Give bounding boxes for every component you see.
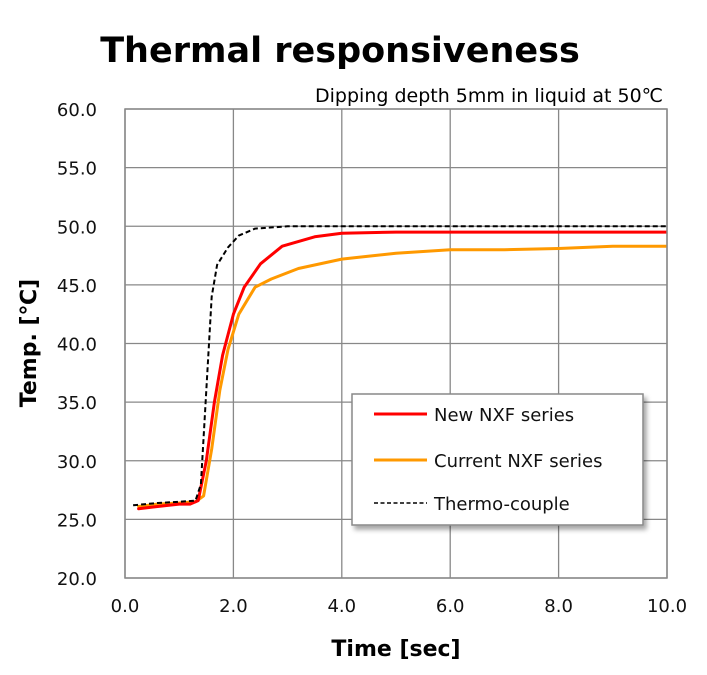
y-tick-label: 40.0 <box>57 335 97 356</box>
y-tick-label: 25.0 <box>57 510 97 531</box>
y-tick-label: 60.0 <box>57 100 97 121</box>
y-tick-label: 35.0 <box>57 393 97 414</box>
y-axis-label: Temp. [℃] <box>17 279 42 407</box>
x-axis-ticks: 0.0 2.0 4.0 6.0 8.0 10.0 <box>111 596 687 617</box>
y-tick-label: 50.0 <box>57 217 97 238</box>
chart-title: Thermal responsiveness <box>100 31 580 71</box>
chart-subtitle: Dipping depth 5mm in liquid at 50℃ <box>315 85 663 107</box>
y-tick-label: 45.0 <box>57 276 97 297</box>
legend-label: New NXF series <box>434 405 574 426</box>
legend-label: Thermo-couple <box>433 494 570 515</box>
x-tick-label: 6.0 <box>436 596 465 617</box>
plot-frame <box>124 108 668 579</box>
y-tick-label: 20.0 <box>57 569 97 590</box>
legend-label: Current NXF series <box>434 451 603 472</box>
x-tick-label: 4.0 <box>327 596 356 617</box>
x-axis-label: Time [sec] <box>331 637 460 662</box>
y-axis-ticks: 20.0 25.0 30.0 35.0 40.0 45.0 50.0 55.0 60.0 <box>57 100 97 590</box>
y-tick-label: 55.0 <box>57 159 97 180</box>
series-line-new-nxf-series <box>137 230 667 511</box>
x-tick-label: 8.0 <box>544 596 573 617</box>
x-tick-label: 0.0 <box>111 596 140 617</box>
x-tick-label: 10.0 <box>647 596 687 617</box>
legend: New NXF series Current NXF series Thermo-c… <box>351 393 644 526</box>
series-layer <box>133 225 667 511</box>
x-tick-label: 2.0 <box>219 596 248 617</box>
y-tick-label: 30.0 <box>57 452 97 473</box>
